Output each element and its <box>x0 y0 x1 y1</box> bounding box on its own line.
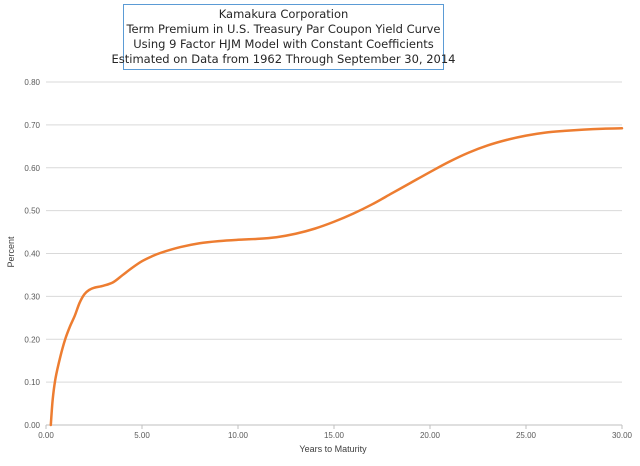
y-tick-label: 0.70 <box>24 121 40 130</box>
chart-title-line-1: Kamakura Corporation <box>218 7 349 21</box>
x-tick-label: 30.00 <box>612 431 633 440</box>
x-axis-title: Years to Maturity <box>299 444 367 454</box>
y-tick-label: 0.00 <box>24 421 40 430</box>
series-lines <box>49 127 624 427</box>
chart-title-line-4: Estimated on Data from 1962 Through Sept… <box>111 52 456 66</box>
x-tick-label: 5.00 <box>134 431 150 440</box>
chart-title-line-2: Term Premium in U.S. Treasury Par Coupon… <box>126 22 441 36</box>
y-tick-label: 0.20 <box>24 335 40 344</box>
chart-title-line-3: Using 9 Factor HJM Model with Constant C… <box>133 37 434 51</box>
y-tick-label: 0.30 <box>24 292 40 301</box>
x-tick-label: 25.00 <box>516 431 537 440</box>
gridlines <box>46 81 622 383</box>
x-tick-label: 0.00 <box>38 431 54 440</box>
y-tick-label: 0.40 <box>24 250 40 259</box>
y-tick-label: 0.50 <box>24 207 40 216</box>
x-tick-label: 10.00 <box>228 431 249 440</box>
x-tick-label: 20.00 <box>420 431 441 440</box>
chart-title-box: Kamakura Corporation Term Premium in U.S… <box>112 4 456 70</box>
y-axis-title: Percent <box>6 236 16 268</box>
y-tick-label: 0.60 <box>24 164 40 173</box>
y-tick-label: 0.10 <box>24 378 40 387</box>
series-line <box>49 127 624 427</box>
y-tick-label: 0.80 <box>24 78 40 87</box>
tick-labels: 0.00 0.10 0.20 0.30 0.40 0.50 0.60 0.70 0.80 0.00… <box>24 78 632 440</box>
axes <box>45 424 623 429</box>
x-tick-label: 15.00 <box>324 431 345 440</box>
